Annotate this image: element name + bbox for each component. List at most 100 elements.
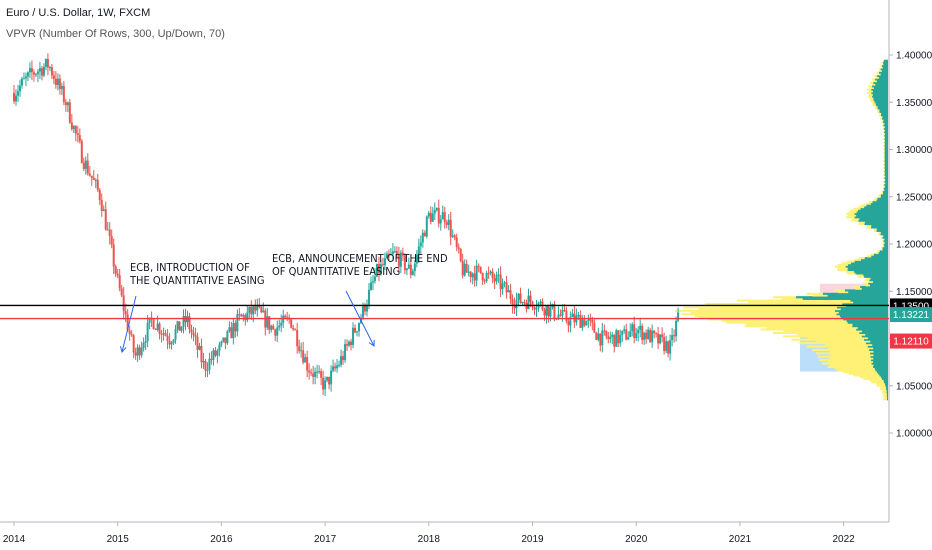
candle-body bbox=[605, 330, 608, 337]
volume-bar-down bbox=[883, 180, 885, 183]
volume-bar-up bbox=[880, 195, 888, 198]
volume-bar-down bbox=[833, 289, 845, 292]
candle-body bbox=[62, 86, 65, 103]
volume-bar-down bbox=[866, 255, 872, 258]
volume-bar-up bbox=[853, 301, 888, 304]
volume-bar-up bbox=[873, 81, 888, 84]
candle-body bbox=[651, 330, 654, 343]
volume-bar-up bbox=[886, 398, 888, 401]
volume-bar-up bbox=[874, 367, 888, 370]
candle-body bbox=[300, 350, 303, 352]
volume-bar-down bbox=[772, 296, 796, 299]
candle-body bbox=[148, 317, 151, 323]
candle-body bbox=[124, 311, 127, 315]
candle-body bbox=[587, 319, 590, 322]
candle-body bbox=[561, 309, 564, 316]
candle-body bbox=[399, 252, 402, 267]
volume-bar-up bbox=[859, 331, 888, 334]
candle-body bbox=[294, 329, 297, 331]
candle-body bbox=[252, 306, 255, 315]
volume-bar-up bbox=[883, 381, 888, 384]
candle-body bbox=[395, 251, 398, 255]
volume-bar-down bbox=[848, 372, 879, 375]
volume-bar-down bbox=[796, 333, 866, 336]
volume-bar-down bbox=[850, 219, 859, 222]
candle-body bbox=[14, 95, 17, 102]
volume-bar-down bbox=[881, 61, 883, 64]
candle-body bbox=[20, 78, 23, 86]
candle-body bbox=[308, 370, 311, 373]
volume-bar-up bbox=[884, 173, 888, 176]
volume-bar-down bbox=[883, 189, 885, 192]
volume-bar-up bbox=[877, 197, 888, 200]
volume-bar-up bbox=[836, 306, 888, 309]
candles bbox=[13, 53, 680, 397]
x-tick-label: 2019 bbox=[521, 534, 544, 545]
volume-bar-down bbox=[812, 348, 870, 351]
candle-body bbox=[134, 352, 137, 356]
candle-body bbox=[673, 335, 676, 337]
volume-bar-up bbox=[839, 314, 888, 317]
y-tick-label: 1.35000 bbox=[896, 98, 932, 109]
candle-body bbox=[569, 317, 572, 326]
candle-body bbox=[206, 369, 209, 371]
candle-body bbox=[170, 342, 173, 345]
candle-body bbox=[246, 312, 249, 321]
volume-bar-up bbox=[852, 323, 888, 326]
candle-body bbox=[350, 341, 353, 345]
volume-bar-up bbox=[884, 154, 888, 158]
volume-bar-up bbox=[879, 109, 888, 112]
volume-bar-down bbox=[878, 231, 881, 234]
x-tick-label: 2016 bbox=[210, 534, 233, 545]
volume-profile bbox=[675, 59, 888, 401]
volume-bar-up bbox=[871, 255, 888, 258]
volume-bar-up bbox=[882, 246, 888, 249]
volume-bar-up bbox=[847, 267, 888, 270]
volume-bar-down bbox=[883, 146, 885, 149]
candle-body bbox=[272, 325, 275, 330]
candle-body bbox=[533, 306, 536, 310]
volume-bar-up bbox=[847, 263, 888, 266]
volume-bar-up bbox=[854, 216, 888, 219]
volume-bar-up bbox=[869, 284, 888, 287]
candle-body bbox=[96, 179, 99, 190]
volume-bar-down bbox=[881, 190, 883, 193]
volume-bar-up bbox=[881, 64, 888, 67]
volume-bar-up bbox=[880, 114, 888, 117]
candle-body bbox=[228, 327, 231, 332]
candle-body bbox=[212, 350, 215, 360]
volume-bar-down bbox=[883, 170, 885, 173]
volume-bar-up bbox=[883, 63, 888, 66]
volume-bar-down bbox=[817, 355, 871, 358]
candle-body bbox=[84, 160, 87, 169]
volume-bar-down bbox=[837, 267, 848, 270]
volume-bar-down bbox=[841, 262, 851, 265]
volume-bar-down bbox=[882, 243, 884, 246]
candle-body bbox=[202, 360, 205, 363]
volume-bar-down bbox=[881, 192, 884, 195]
volume-bar-up bbox=[883, 192, 888, 195]
volume-bar-down bbox=[845, 212, 855, 215]
volume-bar-up bbox=[884, 170, 888, 173]
candle-body bbox=[168, 340, 171, 345]
candle-body bbox=[581, 319, 584, 328]
volume-bar-down bbox=[884, 165, 885, 168]
volume-bar-down bbox=[874, 197, 878, 200]
volume-bar-down bbox=[851, 217, 860, 221]
candle-body bbox=[296, 329, 299, 347]
candle-body bbox=[334, 366, 337, 369]
candle-body bbox=[671, 335, 674, 341]
volume-bar-up bbox=[880, 376, 888, 379]
volume-bar-up bbox=[873, 253, 888, 256]
candle-body bbox=[609, 336, 612, 339]
volume-bar-down bbox=[883, 149, 885, 152]
volume-bar-down bbox=[744, 325, 853, 328]
candle-body bbox=[649, 329, 652, 343]
volume-bar-down bbox=[827, 365, 873, 369]
volume-bar-down bbox=[726, 321, 848, 324]
volume-bar-down bbox=[883, 151, 885, 154]
candle-body bbox=[242, 315, 245, 317]
volume-bar-down bbox=[882, 187, 884, 190]
volume-bar-up bbox=[880, 231, 888, 234]
